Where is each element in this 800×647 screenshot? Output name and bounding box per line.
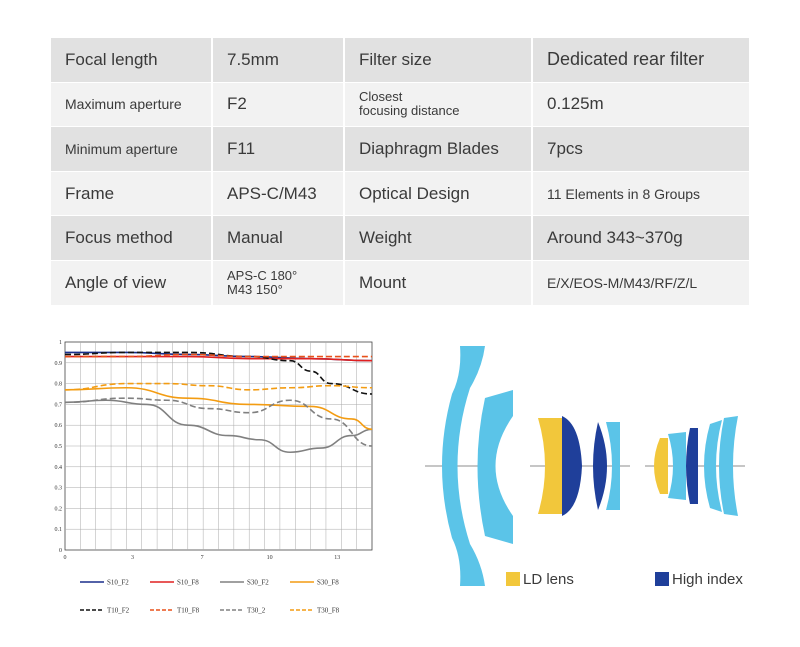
spec-table: Focal length 7.5mm Filter size Dedicated… xyxy=(51,38,749,306)
series-line-t10-f2 xyxy=(64,351,373,395)
legend-label: T30_F8 xyxy=(317,607,340,615)
ld-lens-swatch xyxy=(506,572,520,586)
legend-label: S30_F2 xyxy=(247,579,269,587)
high-index-label: High index xyxy=(672,571,743,588)
spec-label: Filter size xyxy=(345,38,531,82)
legend-label: T30_2 xyxy=(247,607,266,615)
y-tick-label: 0.2 xyxy=(55,506,63,512)
spec-label: Focus method xyxy=(51,216,211,260)
spec-label: Closest focusing distance xyxy=(345,82,531,127)
x-tick-label: 13 xyxy=(334,555,340,561)
spec-value: F2 xyxy=(213,82,343,127)
spec-label: Mount xyxy=(345,260,531,305)
spec-value: 7.5mm xyxy=(213,38,343,82)
lens-element-ld-1 xyxy=(538,418,562,514)
lens-element-3 xyxy=(606,422,620,510)
optical-diagram: LD lens High index xyxy=(420,338,765,600)
y-tick-label: 0.5 xyxy=(55,444,63,450)
chart-legend: S10_F2 S10_F8 S30_F2 S30_F8 T10_F2 T10_F8 T30_… xyxy=(80,579,340,615)
chart-series xyxy=(64,351,373,454)
x-tick-label: 7 xyxy=(201,555,204,561)
y-tick-label: 0.8 xyxy=(55,382,63,388)
y-tick-label: 0.6 xyxy=(55,423,63,429)
y-tick-label: 0.9 xyxy=(55,361,63,367)
spec-row: Frame APS-C/M43 Optical Design 11 Elemen… xyxy=(51,171,749,217)
spec-value: 11 Elements in 8 Groups xyxy=(533,171,749,216)
x-tick-label: 0 xyxy=(64,555,67,561)
lens-element-2-cut xyxy=(495,416,516,516)
spec-row: Focus method Manual Weight Around 343~37… xyxy=(51,216,749,261)
x-tick-label: 3 xyxy=(131,555,134,561)
y-tick-label: 1 xyxy=(59,340,62,346)
spec-value: 0.125m xyxy=(533,82,749,127)
legend-label: S10_F2 xyxy=(107,579,129,587)
y-tick-label: 0 xyxy=(59,548,62,554)
series-line-t10-f8 xyxy=(65,353,372,358)
spec-row: Maximum aperture F2 Closest focusing dis… xyxy=(51,82,749,128)
spec-value: E/X/EOS-M/M43/RF/Z/L xyxy=(533,260,749,305)
lens-element-hi-3 xyxy=(686,428,698,504)
spec-value: Manual xyxy=(213,216,343,260)
spec-label: Diaphragm Blades xyxy=(345,127,531,171)
legend-label: S10_F8 xyxy=(177,579,199,587)
legend-label: T10_F2 xyxy=(107,607,130,615)
optical-diagram-svg: LD lens High index xyxy=(425,346,745,588)
spec-label: Maximum aperture xyxy=(51,82,211,127)
spec-row: Angle of view APS-C 180° M43 150° Mount … xyxy=(51,260,749,306)
mtf-chart-svg: 00.10.20.30.40.50.60.70.80.910 3 7 10 13 S10… xyxy=(55,340,373,615)
legend-label: S30_F8 xyxy=(317,579,339,587)
series-line-t30-2 xyxy=(64,397,373,447)
lens-element-4 xyxy=(668,432,686,500)
lens-element-ld-2 xyxy=(654,438,668,494)
y-tick-label: 0.4 xyxy=(55,465,63,471)
mtf-chart: 0 0.1 0.2 0.3 0.4 0.5 0.6 0.7 0.8 0.9 1 0 3 7 10 13 S10… xyxy=(40,330,385,620)
spec-label: Angle of view xyxy=(51,260,211,305)
spec-value: 7pcs xyxy=(533,127,749,171)
spec-value: APS-C/M43 xyxy=(213,171,343,216)
high-index-swatch xyxy=(655,572,669,586)
lens-element-6 xyxy=(719,416,738,516)
lens-element-5 xyxy=(704,420,722,512)
lens-element-hi-2 xyxy=(593,422,607,510)
spec-label: Weight xyxy=(345,216,531,260)
y-tick-label: 0.3 xyxy=(55,486,63,492)
series-line-s30-f8 xyxy=(64,386,373,431)
y-tick-label: 0.7 xyxy=(55,402,63,408)
spec-row: Focal length 7.5mm Filter size Dedicated… xyxy=(51,38,749,83)
chart-ticks: 00.10.20.30.40.50.60.70.80.910 3 7 10 13 xyxy=(55,340,341,561)
ld-lens-label: LD lens xyxy=(523,571,574,588)
legend-label: T10_F8 xyxy=(177,607,200,615)
chart-grid xyxy=(64,341,373,551)
spec-value: F11 xyxy=(213,127,343,171)
spec-value: Dedicated rear filter xyxy=(533,38,749,82)
y-tick-label: 0.1 xyxy=(55,527,63,533)
spec-value: Around 343~370g xyxy=(533,216,749,260)
lens-element-2 xyxy=(477,390,513,544)
spec-label: Focal length xyxy=(51,38,211,82)
lens-element-1 xyxy=(442,346,485,586)
spec-row: Minimum aperture F11 Diaphragm Blades 7p… xyxy=(51,127,749,172)
lens-element-hi-1 xyxy=(562,416,582,516)
spec-label: Frame xyxy=(51,171,211,216)
series-line-s30-f2 xyxy=(64,399,373,454)
series-line-t30-f8 xyxy=(64,382,373,391)
spec-value: APS-C 180° M43 150° xyxy=(213,260,343,305)
x-tick-label: 10 xyxy=(267,555,273,561)
spec-label: Minimum aperture xyxy=(51,127,211,171)
spec-label: Optical Design xyxy=(345,171,531,216)
